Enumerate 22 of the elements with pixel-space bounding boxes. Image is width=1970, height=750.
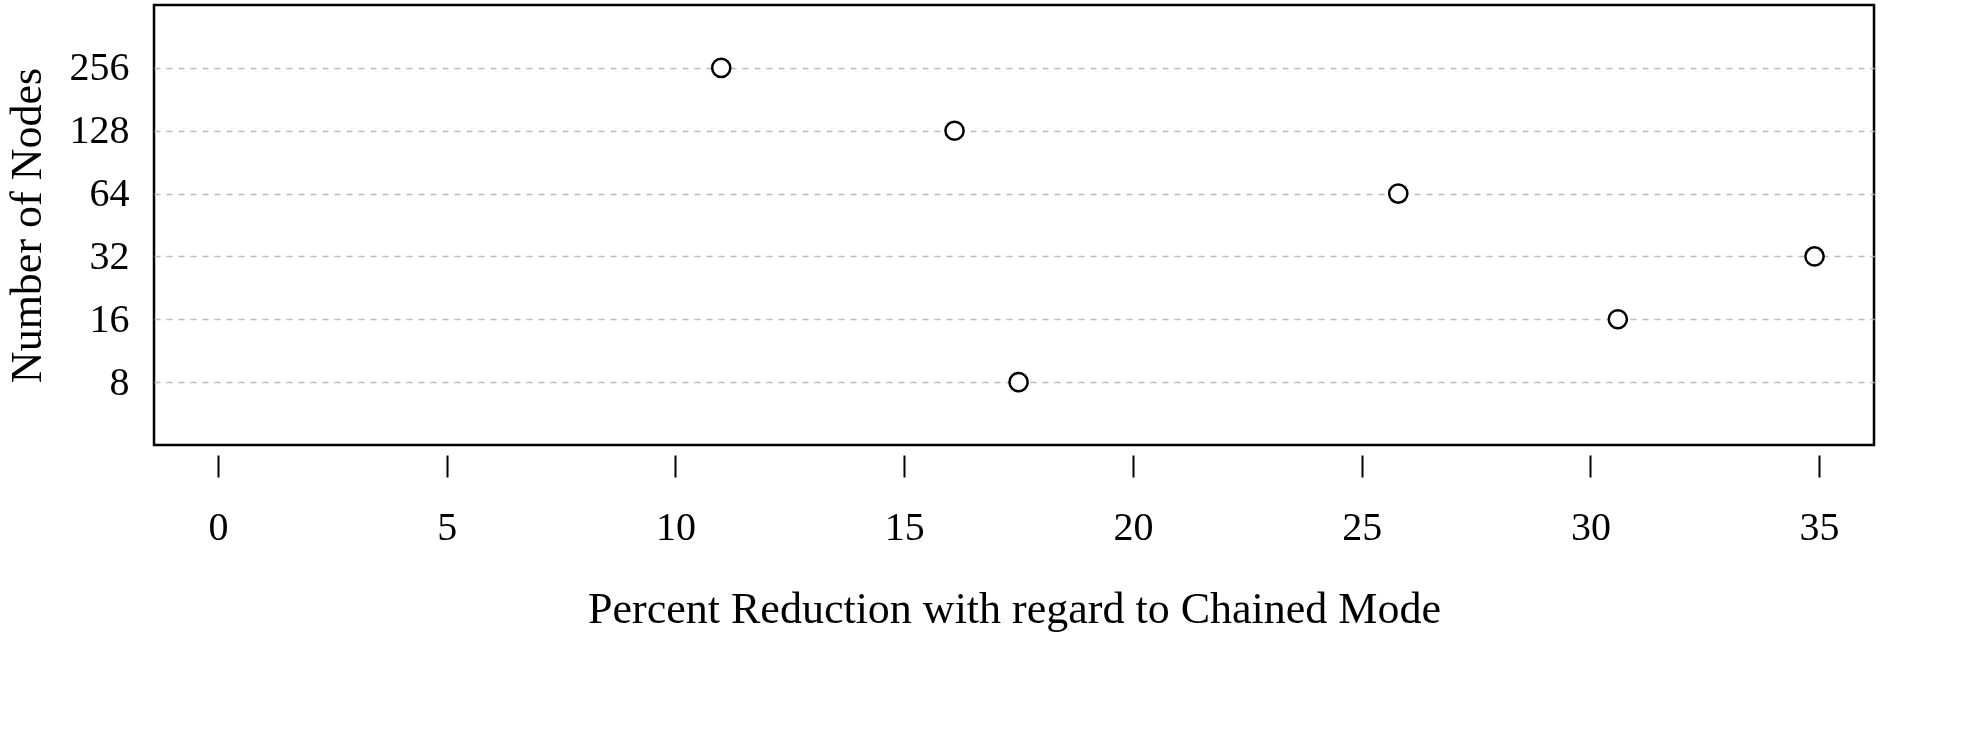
x-tick-label: 5 (437, 503, 458, 549)
point (710, 57, 732, 79)
x-tick-label: 35 (1799, 503, 1840, 549)
point (944, 120, 965, 142)
y-axis-title: Number of Nodes (1, 67, 51, 384)
x-axis-title: Percent Reduction with regard to Chained Mode (588, 583, 1441, 633)
x-tick-label: 20 (1113, 503, 1154, 549)
y-tick-label: 128 (69, 107, 130, 153)
y-tick-label: 256 (69, 44, 130, 90)
y-tick-label: 16 (89, 295, 130, 341)
x-tick-label: 10 (655, 503, 696, 549)
point (1387, 183, 1409, 204)
y-tick-label: 32 (89, 232, 130, 278)
y-tick-label: 8 (109, 358, 130, 404)
point (1008, 371, 1029, 393)
x-tick-label: 15 (884, 503, 925, 549)
x-tick-label: 30 (1570, 503, 1611, 549)
x-tick-label: 25 (1342, 503, 1383, 549)
x-tick-label: 0 (208, 503, 229, 549)
y-tick-label: 64 (89, 170, 130, 216)
point (1607, 308, 1629, 330)
point (1804, 246, 1825, 267)
